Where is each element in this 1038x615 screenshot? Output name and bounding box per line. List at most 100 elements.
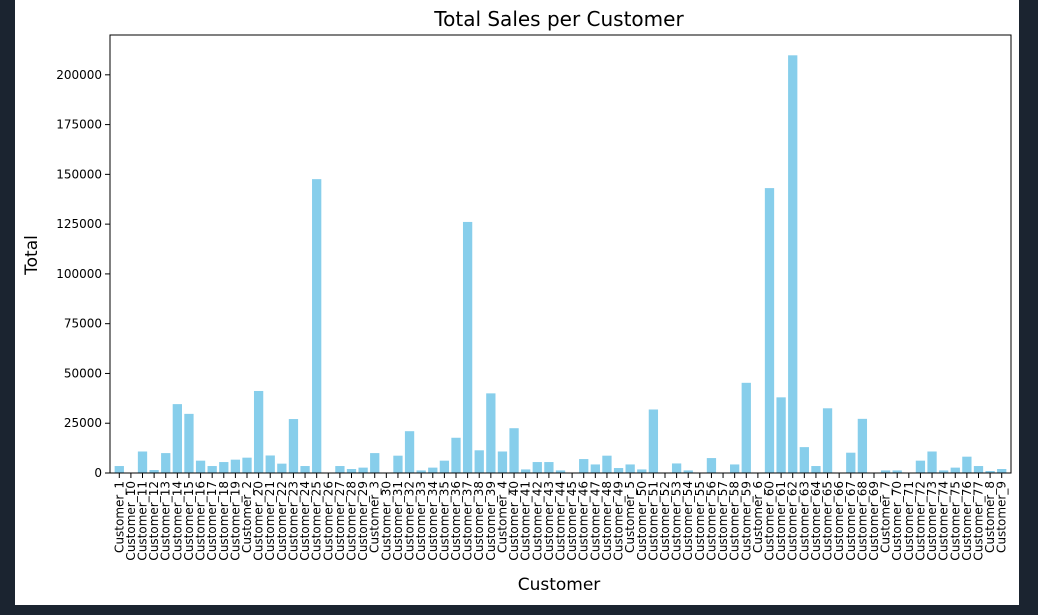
bar [799,447,809,473]
x-tick-label: Customer_34 [426,481,440,561]
x-tick-label: Customer_32 [403,481,417,561]
x-tick-label: Customer_69 [867,481,881,561]
bar [370,453,380,473]
bar [822,408,833,473]
x-tick-label: Customer_22 [275,481,289,561]
bar [764,188,775,474]
bar [137,451,148,473]
bar [172,404,182,473]
x-tick-label: Customer_63 [797,481,811,561]
bar [230,459,241,473]
x-tick-label: Customer_64 [809,481,823,561]
y-tick-label: 150000 [56,167,102,181]
x-tick-label: Customer_68 [855,481,869,561]
x-tick-label: Customer_13 [159,481,173,561]
x-tick-label: Customer_45 [565,481,579,561]
x-tick-label: Customer_25 [310,481,324,561]
x-tick-label: Customer_48 [600,481,614,561]
x-tick-label: Customer_47 [588,481,602,561]
x-tick-label: Customer_41 [519,481,533,561]
bar [393,455,403,473]
x-tick-label: Customer_55 [693,481,707,561]
bar [555,470,566,473]
x-tick-label: Customer_18 [217,481,231,561]
bar [625,464,635,473]
x-tick-label: Customer_56 [704,481,718,561]
bar [846,452,856,473]
y-tick-label: 125000 [56,217,102,231]
x-tick-label: Customer_30 [379,481,393,561]
x-tick-label: Customer_2 [240,481,254,553]
x-tick-label: Customer_72 [913,481,927,561]
x-tick-label: Customer_71 [902,481,916,561]
bar [439,460,450,473]
y-tick-label: 50000 [64,366,102,380]
x-tick-label: Customer_33 [414,481,428,561]
x-tick-label: Customer_11 [136,481,150,561]
x-tick-label: Customer_6 [751,481,765,553]
x-tick-label: Customer_1 [112,481,126,553]
bar [474,450,484,473]
x-tick-label: Customer_16 [194,481,208,561]
bar [648,409,659,473]
bar [416,470,426,473]
bar [730,464,740,473]
bar [741,382,751,473]
x-tick-label: Customer_75 [948,481,962,561]
x-tick-label: Customer_35 [437,481,451,561]
bar [613,468,624,473]
bar [880,470,891,473]
bar [288,419,299,473]
bar [671,463,682,473]
bar [462,221,473,473]
bar [973,466,984,473]
x-tick-label: Customer_74 [937,481,951,561]
x-tick-label: Customer_62 [786,481,800,561]
y-tick-label: 0 [94,466,102,480]
x-tick-label: Customer_23 [286,481,300,561]
bar [706,458,717,473]
x-tick-label: Customer_36 [449,481,463,561]
bar [637,469,647,473]
x-tick-label: Customer_15 [182,481,196,561]
bar [927,451,937,473]
bar [277,463,287,473]
bar [776,397,786,473]
x-tick-label: Customer_7 [879,481,893,553]
bar [161,453,171,473]
bar [532,462,542,473]
bar [335,466,345,473]
x-tick-label: Customer_20 [252,481,266,561]
x-tick-label: Customer_73 [925,481,939,561]
y-tick-label: 200000 [56,68,102,82]
bar [219,462,229,473]
y-axis-title: Total [22,235,42,276]
bar [346,469,357,473]
x-tick-label: Customer_27 [333,481,347,561]
x-tick-label: Customer_42 [530,481,544,561]
x-tick-label: Customer_46 [577,481,591,561]
x-tick-label: Customer_19 [228,481,242,561]
bar [486,393,496,473]
x-tick-label: Customer_31 [391,481,405,561]
x-tick-label: Customer_39 [484,481,498,561]
x-tick-label: Customer_10 [124,481,138,561]
bar [312,179,322,473]
x-tick-label: Customer_58 [728,481,742,561]
x-tick-label: Customer_38 [472,481,486,561]
y-tick-label: 175000 [56,118,102,132]
bar [857,418,868,473]
bar-chart: Total Sales per Customer Total Customer … [22,7,1012,595]
x-tick-label: Customer_67 [844,481,858,561]
bar [497,451,508,473]
x-tick-label: Customer_9 [995,481,1009,553]
x-tick-label: Customer_40 [507,481,521,561]
x-tick-label: Customer_44 [554,481,568,561]
x-tick-label: Customer_65 [821,481,835,561]
x-tick-label: Customer_53 [670,481,684,561]
bar [544,462,554,473]
bar [950,467,960,473]
x-tick-label: Customer_12 [147,481,161,561]
bar [997,469,1007,473]
bar [428,467,438,473]
